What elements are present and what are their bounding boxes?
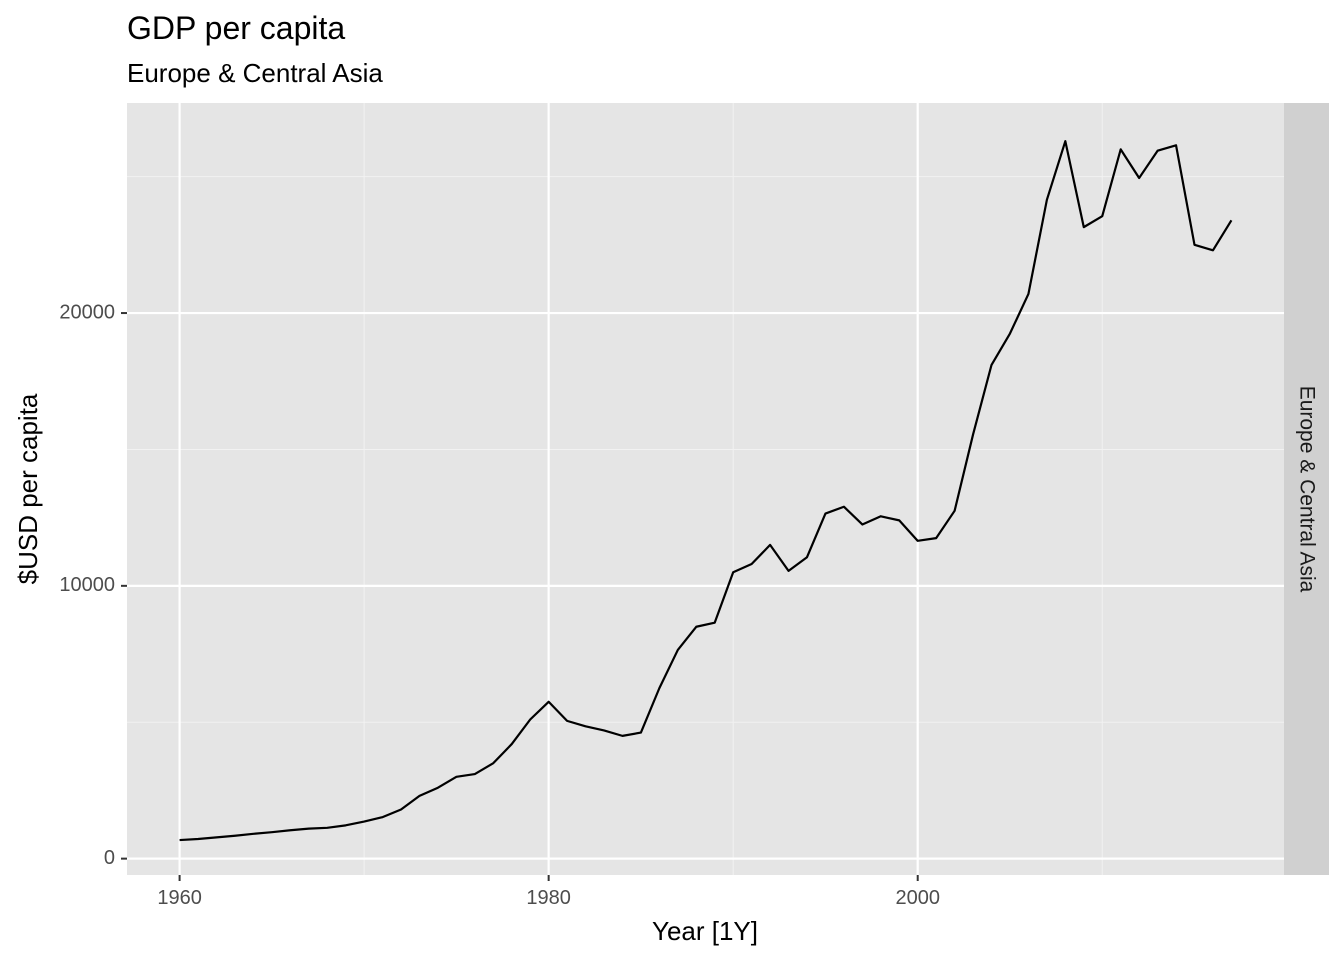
x-tick-label: 1980: [526, 887, 571, 909]
x-tick-label: 2000: [895, 887, 940, 909]
grid-minor: [127, 103, 1284, 875]
y-axis: 0 10000 20000: [59, 301, 127, 869]
y-tick-label: 20000: [59, 301, 115, 323]
chart-subtitle: Europe & Central Asia: [127, 58, 383, 88]
y-axis-title: $USD per capita: [13, 393, 43, 584]
facet-strip-label: Europe & Central Asia: [1295, 386, 1318, 593]
grid-major: [127, 103, 1284, 875]
facet-strip: [1284, 103, 1329, 875]
chart-title: GDP per capita: [127, 10, 345, 46]
y-tick-label: 0: [104, 847, 115, 869]
plot-panel: [127, 103, 1284, 875]
x-axis-title: Year [1Y]: [652, 916, 758, 946]
x-axis: 1960 1980 2000: [157, 875, 940, 909]
y-tick-label: 10000: [59, 574, 115, 596]
x-tick-label: 1960: [157, 887, 202, 909]
gdp-series-line: [179, 140, 1233, 842]
